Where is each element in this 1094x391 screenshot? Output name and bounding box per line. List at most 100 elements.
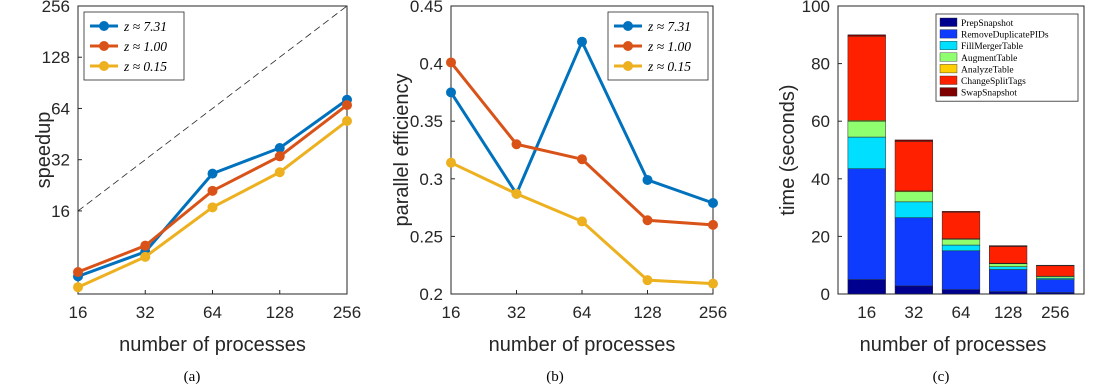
x-tick-label: 16 xyxy=(857,303,876,322)
legend-marker xyxy=(99,21,109,31)
y-tick-label: 0 xyxy=(821,285,830,304)
legend-label-2: FillMergerTable xyxy=(961,42,1023,52)
bar-segment-FillMergerTable xyxy=(989,266,1028,270)
legend-swatch-4 xyxy=(939,64,958,74)
data-point xyxy=(708,219,718,230)
speedup-chart: 16 32 64 128 256 16 32 64 128 256 number of proces… xyxy=(33,0,361,356)
data-point xyxy=(642,275,653,286)
legend-marker xyxy=(623,61,633,71)
x-tick-label: 256 xyxy=(699,303,727,322)
data-point xyxy=(274,151,285,162)
legend-label-0: z ≈ 7.31 xyxy=(647,19,691,34)
y-tick-label: 60 xyxy=(811,112,830,131)
efficiency-chart: 0.2 0.25 0.3 0.35 0.4 0.45 16 32 64 128 256 number … xyxy=(391,0,727,356)
bar-segment-AugmentTable xyxy=(1036,276,1075,279)
data-point xyxy=(207,202,218,213)
legend-marker xyxy=(623,41,633,51)
y-tick-label: 100 xyxy=(802,0,830,16)
legend-swatch-0 xyxy=(939,17,958,27)
data-point xyxy=(342,100,352,111)
bar-segment-ChangeSplitTags xyxy=(989,246,1028,264)
bar-segment-ChangeSplitTags xyxy=(941,211,981,239)
data-point xyxy=(342,116,352,127)
legend-swatch-2 xyxy=(939,41,958,50)
x-axis-label: number of processes xyxy=(489,334,676,356)
legend-marker xyxy=(99,41,109,51)
bar-segment-RemoveDuplicatePIDs xyxy=(941,250,981,290)
x-tick-label: 64 xyxy=(952,303,971,322)
bar-segment-AugmentTable xyxy=(847,120,886,138)
legend-label-1: z ≈ 1.00 xyxy=(123,39,167,54)
bar-segment-SwapSnapshot xyxy=(847,34,886,37)
x-tick-label: 32 xyxy=(507,303,526,322)
bar-segment-SwapSnapshot xyxy=(894,139,933,142)
y-axis-label: parallel efficiency xyxy=(391,73,413,226)
y-tick-label: 0.45 xyxy=(410,0,443,16)
legend-label-1: RemoveDuplicatePIDs xyxy=(961,31,1049,41)
bar-segment-RemoveDuplicatePIDs xyxy=(847,168,886,280)
legend-marker xyxy=(623,21,633,31)
legend-label-1: z ≈ 1.00 xyxy=(647,39,691,54)
x-tick-label: 128 xyxy=(633,303,661,322)
series-line-1 xyxy=(449,61,714,227)
data-point xyxy=(207,185,218,196)
bar-segment-ChangeSplitTags xyxy=(894,141,933,192)
y-tick-label: 0.3 xyxy=(419,170,443,189)
y-tick-label: 16 xyxy=(51,202,70,221)
y-tick-label: 40 xyxy=(811,170,830,189)
bar-segment-ChangeSplitTags xyxy=(1036,265,1075,277)
legend-box xyxy=(935,13,1079,102)
bar-segment-SwapSnapshot xyxy=(1036,264,1075,267)
bar-segment-FillMergerTable xyxy=(941,244,981,252)
data-point xyxy=(577,154,587,165)
ideal-speedup-line xyxy=(77,5,348,212)
x-tick-label: 256 xyxy=(1041,303,1069,322)
caption-b: (b) xyxy=(546,369,564,385)
bar-segment-SwapSnapshot xyxy=(989,245,1028,247)
data-point xyxy=(274,142,285,153)
x-tick-label: 128 xyxy=(266,303,294,322)
y-tick-label: 0.4 xyxy=(419,55,443,74)
bar-segment-AugmentTable xyxy=(989,263,1028,267)
bar-segment-PrepSnapshot xyxy=(941,289,981,295)
data-point xyxy=(73,282,83,293)
y-tick-label: 0.25 xyxy=(410,227,443,246)
bar-segment-FillMergerTable xyxy=(894,201,933,218)
x-tick-label: 64 xyxy=(203,303,222,322)
x-axis-label: number of processes xyxy=(860,334,1047,356)
data-point xyxy=(274,167,285,178)
x-tick-label: 32 xyxy=(904,303,923,322)
bar-segment-PrepSnapshot xyxy=(847,279,886,295)
time-stacked-bar-chart: 0 20 40 60 80 100 16 32 64 128 256 number of proces… xyxy=(777,0,1085,356)
data-point xyxy=(140,251,151,262)
data-point xyxy=(577,36,587,47)
x-tick-label: 256 xyxy=(333,303,361,322)
y-tick-label: 32 xyxy=(51,151,70,170)
bar-segment-SwapSnapshot xyxy=(941,211,981,213)
data-point xyxy=(140,240,151,251)
x-tick-label: 32 xyxy=(136,303,155,322)
x-tick-label: 64 xyxy=(573,303,592,322)
legend-label-5: ChangeSplitTags xyxy=(961,77,1026,87)
data-point xyxy=(642,215,653,226)
legend-swatch-5 xyxy=(939,75,958,85)
data-point xyxy=(207,168,218,179)
legend-swatch-6 xyxy=(939,87,958,97)
data-point xyxy=(446,87,456,98)
bar-segment-PrepSnapshot xyxy=(989,291,1028,295)
bar-segment-PrepSnapshot xyxy=(894,285,933,295)
bar-segment-AugmentTable xyxy=(941,239,981,246)
bar-segment-RemoveDuplicatePIDs xyxy=(989,269,1028,292)
bar-segment-ChangeSplitTags xyxy=(847,35,886,121)
y-axis-label: time (seconds) xyxy=(777,84,799,215)
bar-segment-RemoveDuplicatePIDs xyxy=(1036,279,1075,293)
legend-label-3: AugmentTable xyxy=(961,54,1017,64)
data-point xyxy=(642,174,653,185)
data-point xyxy=(73,267,83,278)
y-axis-label: speedup xyxy=(33,112,55,189)
legend-label-2: z ≈ 0.15 xyxy=(647,59,691,74)
y-tick-label: 0.2 xyxy=(419,285,443,304)
y-tick-label: 64 xyxy=(51,99,70,118)
legend-label-0: z ≈ 7.31 xyxy=(123,19,167,34)
